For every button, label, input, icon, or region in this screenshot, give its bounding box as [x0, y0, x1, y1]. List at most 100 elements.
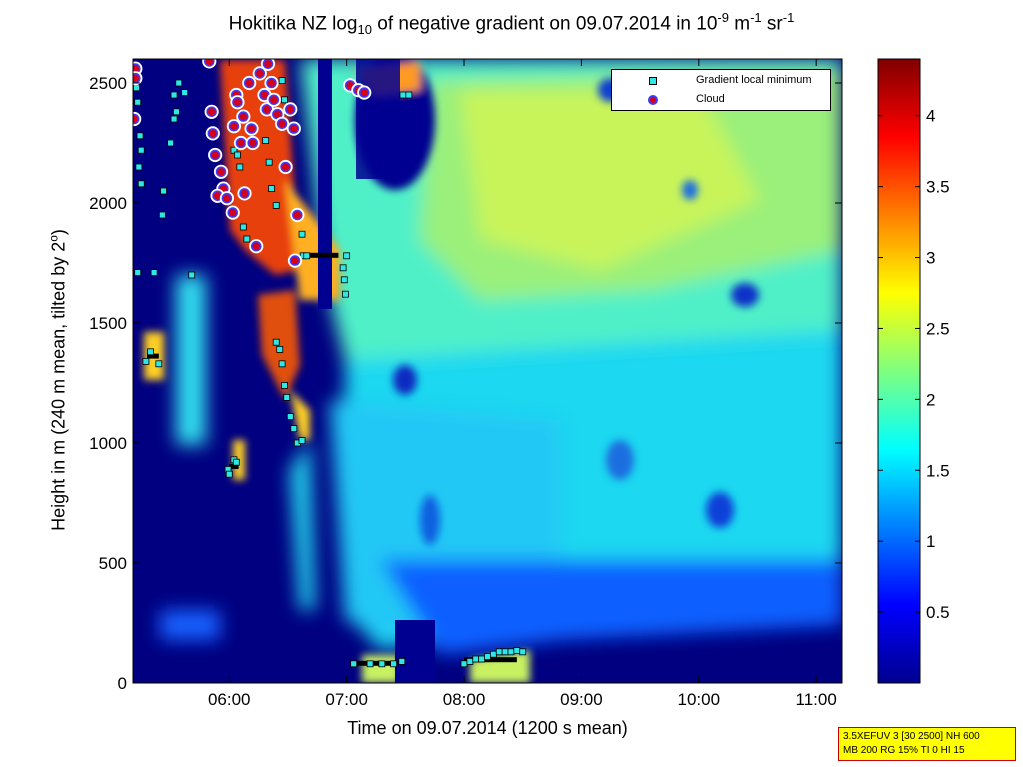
gradient-minimum-point — [181, 89, 189, 96]
info-line-1: 3.5XEFUV 3 [30 2500] NH 600 — [843, 731, 980, 742]
gradient-minimum-point — [134, 269, 142, 277]
y-axis-label: Height in m (240 m mean, tilted by 2o) — [46, 229, 69, 531]
processing-info-box: 3.5XEFUV 3 [30 2500] NH 600 MB 200 RG 15… — [838, 727, 1016, 761]
cloud-point-edge — [227, 207, 239, 218]
gradient-minimum-point — [366, 660, 374, 668]
cloud-point-edge — [289, 255, 301, 266]
gradient-minimum-point — [340, 276, 348, 284]
colorbar-tick-label: 2 — [926, 390, 935, 409]
gradient-minimum-point — [399, 91, 407, 99]
gradient-minimum-point — [265, 158, 273, 166]
gradient-minimum-point — [175, 79, 183, 87]
chart-title: Hokitika NZ log10 of negative gradient o… — [228, 10, 795, 38]
colorbar-tick-label: 2.5 — [926, 319, 950, 338]
cloud-point-edge — [206, 106, 217, 118]
plot-frame — [132, 58, 843, 684]
gradient-minimum-point — [339, 264, 347, 272]
gradient-minimum-point — [350, 660, 358, 668]
legend-item-cloud: Cloud — [612, 91, 830, 109]
colorbar-tick-label: 1.5 — [926, 461, 950, 480]
gradient-minimum-point — [136, 132, 144, 140]
gradient-minimum-point — [225, 470, 233, 478]
gradient-minimum-point — [489, 650, 497, 658]
gradient-minimum-point — [230, 146, 238, 154]
colorbar-tick-label: 3.5 — [926, 178, 950, 197]
cloud-point-edge — [254, 68, 266, 79]
y-tick-label: 2500 — [89, 74, 127, 93]
x-tick-label: 11:00 — [796, 690, 837, 709]
info-line-2: MB 200 RG 15% TI 0 HI 15 — [843, 745, 965, 756]
gradient-minimum-point — [507, 648, 515, 656]
gradient-minimum-point — [167, 139, 174, 147]
cloud-point-edge — [284, 104, 296, 115]
gradient-minimum-point — [390, 660, 397, 668]
gradient-minimum-point — [466, 658, 474, 665]
x-tick-label: 08:00 — [443, 690, 486, 709]
gradient-minimum-point — [276, 345, 284, 353]
x-tick-label: 10:00 — [678, 690, 721, 709]
gradient-minimum-point — [142, 357, 150, 365]
gradient-minimum-point — [278, 360, 286, 368]
cloud-point-edge — [266, 77, 277, 89]
gradient-minimum-point — [268, 185, 275, 193]
cloud-point-edge — [280, 161, 291, 173]
cloud-point-edge — [292, 209, 303, 221]
gradient-minimum-point — [188, 271, 196, 279]
cloud-point-edge — [247, 137, 259, 149]
cloud-point-edge — [276, 118, 288, 130]
cloud-point-edge — [221, 192, 233, 204]
gradient-minimum-point — [137, 146, 145, 154]
legend: Gradient local minimum Cloud — [611, 69, 831, 111]
x-tick-label: 07:00 — [325, 690, 368, 709]
heatmap-field — [133, 59, 842, 683]
cloud-point-edge — [215, 166, 227, 178]
gradient-minimum-point — [286, 413, 294, 421]
cloud-point-edge — [261, 104, 273, 115]
colorbar-tick-label: 3 — [926, 249, 935, 268]
gradient-minimum-point — [262, 137, 270, 145]
gradient-minimum-point — [519, 648, 527, 656]
y-tick-label: 1000 — [89, 434, 127, 453]
cloud-point-edge — [288, 123, 300, 134]
cloud-point-edge — [228, 120, 240, 132]
gradient-minimum-point — [155, 360, 163, 368]
gradient-minimum-point — [484, 653, 491, 660]
gradient-minimum-point — [290, 425, 298, 433]
cloud-point-edge — [239, 188, 250, 199]
cloud-point-edge — [246, 123, 257, 134]
gradient-minimum-point — [398, 658, 406, 665]
x-tick-label: 06:00 — [208, 690, 251, 709]
gradient-minimum-point — [158, 211, 166, 219]
gradient-minimum-point — [243, 235, 251, 243]
gradient-minimum-point — [472, 655, 480, 663]
gradient-minimum-point — [281, 381, 288, 389]
gradient-minimum-point — [378, 660, 386, 668]
x-axis-label: Time on 09.07.2014 (1200 s mean) — [347, 718, 628, 738]
gradient-minimum-run — [305, 252, 339, 258]
cloud-point-edge — [358, 87, 370, 98]
gradient-minimum-point — [272, 201, 280, 209]
gradient-minimum-point — [134, 98, 142, 106]
gradient-minimum-point — [160, 187, 167, 195]
gradient-minimum-run — [352, 660, 396, 666]
cloud-point-edge — [207, 128, 219, 139]
cloud-point-edge — [238, 111, 249, 122]
gradient-minimum-point — [460, 660, 468, 668]
gradient-minimum-point — [147, 348, 155, 356]
gradient-minimum-point — [342, 290, 349, 298]
gradient-minimum-point — [298, 437, 306, 445]
gradient-minimum-run — [229, 464, 239, 469]
gradient-minimum-point — [170, 115, 178, 123]
colorbar-tick-label: 1 — [926, 532, 935, 551]
cloud-point-edge — [232, 96, 243, 108]
cloud-point-edge — [209, 149, 221, 161]
y-tick-label: 0 — [118, 674, 127, 693]
cloud-point-edge — [235, 137, 247, 149]
cloud-point-edge — [268, 94, 280, 106]
gradient-minimum-point — [137, 180, 145, 188]
gradient-minimum-point — [405, 91, 413, 99]
cyan-square-marker-icon — [649, 77, 657, 85]
colorbar-tick-label: 0.5 — [926, 603, 950, 622]
gradient-minimum-point — [281, 96, 288, 104]
